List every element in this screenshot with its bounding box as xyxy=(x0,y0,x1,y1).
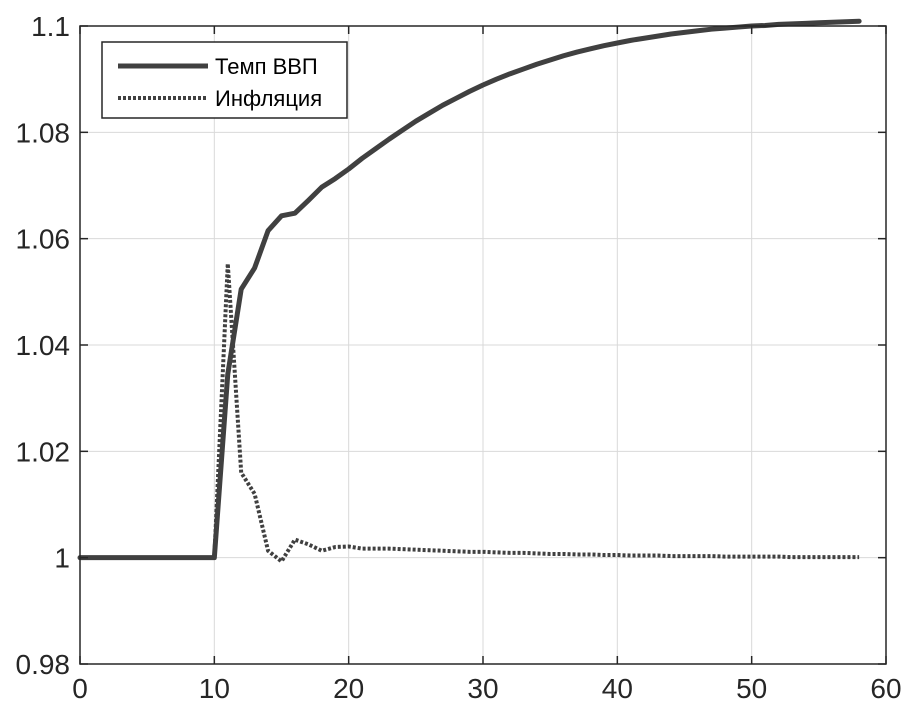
y-tick-label: 1.06 xyxy=(16,224,71,255)
series-line-inflation xyxy=(80,261,860,564)
x-tick-label: 30 xyxy=(467,673,498,704)
x-tick-label: 0 xyxy=(72,673,88,704)
y-tick-label: 1.02 xyxy=(16,436,71,467)
y-tick-label: 1.1 xyxy=(31,11,70,42)
ticks xyxy=(79,25,887,665)
grid xyxy=(80,26,886,664)
legend-box xyxy=(101,41,348,119)
tick-labels: 0 10 20 30 40 50 60 0.98 1 1.02 1.04 1.06 1.08 1.1 xyxy=(16,11,902,704)
legend-label-gdp: Темп ВВП xyxy=(215,54,318,79)
y-tick-label: 1.04 xyxy=(16,330,71,361)
x-tick-label: 60 xyxy=(870,673,901,704)
x-tick-label: 50 xyxy=(736,673,767,704)
x-tick-label: 40 xyxy=(602,673,633,704)
y-tick-label: 1.08 xyxy=(16,117,71,148)
series-line-gdp xyxy=(77,18,862,561)
x-tick-label: 20 xyxy=(333,673,364,704)
y-tick-label: 1 xyxy=(54,543,70,574)
legend-label-inflation: Инфляция xyxy=(215,86,322,111)
legend: Темп ВВП Инфляция xyxy=(101,41,348,119)
x-tick-label: 10 xyxy=(199,673,230,704)
y-tick-label: 0.98 xyxy=(16,649,71,680)
series-layer xyxy=(77,18,862,564)
